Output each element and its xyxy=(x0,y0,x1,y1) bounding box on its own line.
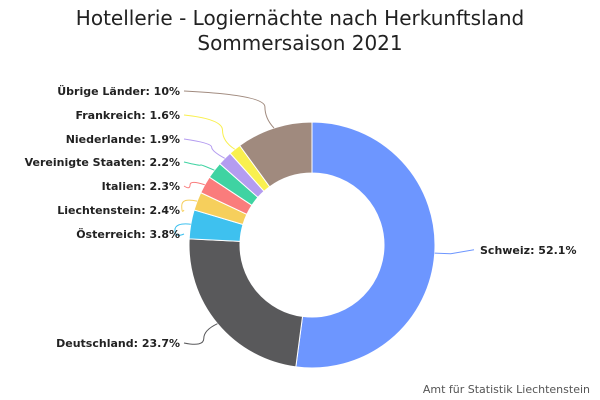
slice-8[interactable] xyxy=(239,121,313,188)
connector-3 xyxy=(181,199,198,212)
credit-text[interactable]: Amt für Statistik Liechtenstein xyxy=(422,383,590,396)
chart-title: Hotellerie - Logiernächte nach Herkunfts… xyxy=(75,6,525,30)
connector-5 xyxy=(183,161,215,171)
connector-4 xyxy=(183,181,205,189)
connector-0 xyxy=(434,249,475,255)
slice-label-0: Schweiz: 52.1% xyxy=(480,244,576,257)
chart-title-block: Hotellerie - Logiernächte nach Herkunfts… xyxy=(0,6,600,56)
slice-0[interactable] xyxy=(295,121,436,369)
chart-subtitle: Sommersaison 2021 xyxy=(197,31,403,55)
slice-label-8: Übrige Länder: 10% xyxy=(57,84,180,98)
slice-label-7: Frankreich: 1.6% xyxy=(75,109,180,122)
connector-7 xyxy=(183,114,236,150)
slice-label-6: Niederlande: 1.9% xyxy=(66,133,180,146)
connector-6 xyxy=(183,138,225,159)
connector-8 xyxy=(183,90,275,129)
slice-label-2: Österreich: 3.8% xyxy=(76,227,180,241)
connector-1 xyxy=(183,323,218,345)
slice-label-4: Italien: 2.3% xyxy=(102,180,180,193)
slice-label-5: Vereinigte Staaten: 2.2% xyxy=(25,156,180,169)
connector-2 xyxy=(174,223,191,236)
slice-label-1: Deutschland: 23.7% xyxy=(56,337,180,350)
slice-1[interactable] xyxy=(188,238,304,368)
slice-label-3: Liechtenstein: 2.4% xyxy=(57,204,180,217)
